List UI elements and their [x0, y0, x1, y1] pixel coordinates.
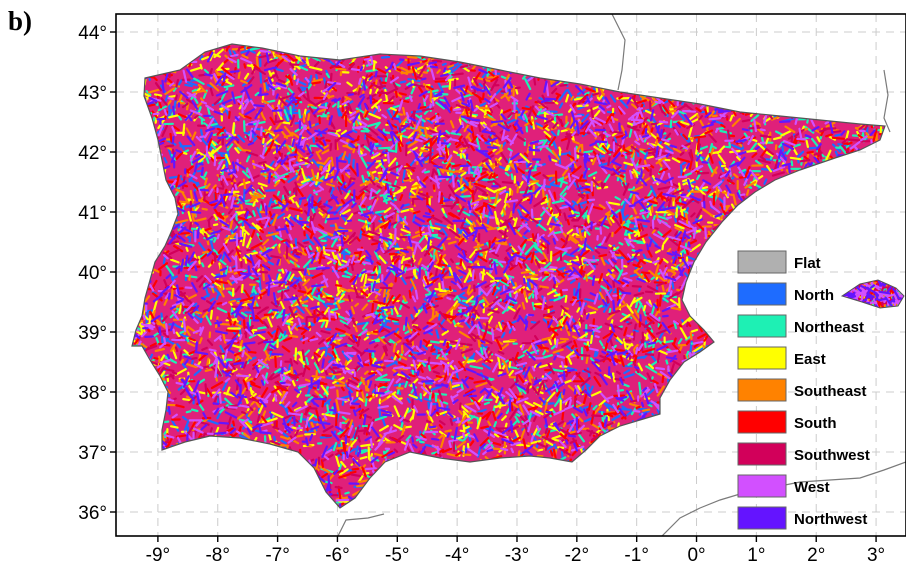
x-tick-label: 1° [747, 545, 765, 566]
y-tick-label: 39° [78, 323, 107, 344]
legend-label-south: South [794, 415, 837, 432]
background-coastline-1 [883, 69, 891, 133]
legend-swatch-northeast [737, 314, 787, 338]
y-tick-label: 40° [78, 263, 107, 284]
x-tick-label: 2° [807, 545, 825, 566]
x-tick-label: -7° [265, 545, 290, 566]
legend-swatch-northwest [737, 506, 787, 530]
legend-label-southwest: Southwest [794, 447, 870, 464]
x-tick-label: -5° [385, 545, 410, 566]
y-tick-label: 42° [78, 143, 107, 164]
legend-swatch-flat [737, 250, 787, 274]
map-frame [115, 13, 906, 537]
legend-label-southeast: Southeast [794, 383, 867, 400]
x-tick-label: -3° [505, 545, 530, 566]
x-tick-label: -1° [624, 545, 649, 566]
legend-label-northwest: Northwest [794, 511, 867, 528]
legend-label-northeast: Northeast [794, 319, 864, 336]
legend-label-north: North [794, 287, 834, 304]
legend-swatch-south [737, 410, 787, 434]
x-tick-label: 0° [687, 545, 705, 566]
y-tick-label: 37° [78, 443, 107, 464]
x-tick-label: -6° [325, 545, 350, 566]
balearic-outline [840, 279, 905, 309]
legend-swatch-southeast [737, 378, 787, 402]
legend-label-east: East [794, 351, 826, 368]
x-tick-label: -2° [565, 545, 590, 566]
x-tick-label: -9° [146, 545, 171, 566]
panel-label: b) [8, 6, 33, 36]
y-tick-label: 36° [78, 503, 107, 524]
y-tick-label: 38° [78, 383, 107, 404]
x-tick-label: -4° [445, 545, 470, 566]
legend-swatch-west [737, 474, 787, 498]
legend-swatch-southwest [737, 442, 787, 466]
background-coastline-2 [337, 513, 385, 536]
y-tick-label: 43° [78, 83, 107, 104]
x-tick-label: 3° [867, 545, 885, 566]
x-tick-label: -8° [205, 545, 230, 566]
legend: Flat North Northeast East Southeast South Sout… [737, 250, 870, 530]
x-axis-ticks: -9° -8° -7° -6° -5° -4° -3° -2° -1° 0° 1° 2° 3° [146, 536, 885, 566]
y-axis-ticks: 44° 43° 42° 41° 40° 39° 38° 37° 36° [78, 23, 116, 524]
y-tick-label: 44° [78, 23, 107, 44]
legend-swatch-east [737, 346, 787, 370]
background-coastline-0 [611, 14, 626, 91]
legend-label-west: West [794, 479, 830, 496]
iberia-outline [131, 43, 886, 509]
y-tick-label: 41° [78, 203, 107, 224]
legend-label-flat: Flat [794, 255, 821, 272]
legend-swatch-north [737, 282, 787, 306]
